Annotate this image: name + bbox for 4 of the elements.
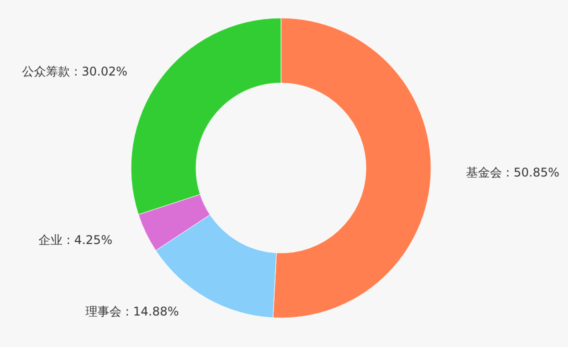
slice-label: 公众筹款 : 30.02% [22,64,128,78]
slice-label: 理事会 : 14.88% [85,304,179,318]
slice-label: 企业 : 4.25% [38,232,112,247]
slice-label: 基金会 : 50.85% [466,166,560,180]
